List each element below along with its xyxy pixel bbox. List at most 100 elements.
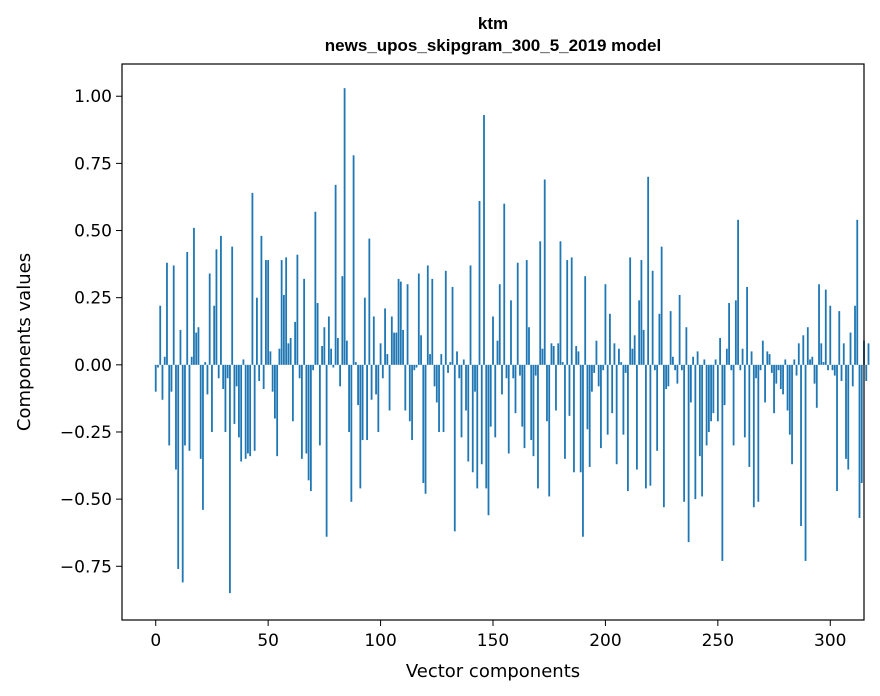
plot-frame — [121, 63, 865, 621]
bar — [399, 281, 402, 365]
bar — [519, 364, 521, 376]
bar — [649, 364, 652, 486]
bar — [631, 348, 634, 365]
bar — [516, 262, 519, 365]
bar — [712, 364, 715, 414]
bar — [386, 354, 389, 365]
bar — [593, 364, 596, 373]
bar — [294, 321, 297, 365]
bar — [474, 364, 476, 392]
bar — [627, 364, 629, 492]
bar — [548, 364, 551, 497]
bar — [687, 364, 690, 543]
bar — [658, 313, 661, 365]
bar — [671, 356, 674, 365]
bar — [784, 359, 787, 365]
bar — [719, 337, 721, 365]
bar — [546, 364, 548, 422]
bar — [305, 364, 308, 454]
bar — [845, 364, 847, 459]
bar — [685, 327, 688, 365]
bar — [265, 260, 267, 365]
bar — [748, 364, 751, 467]
bar — [550, 343, 553, 365]
bar — [431, 278, 434, 365]
bar — [579, 364, 582, 473]
bar — [469, 265, 472, 365]
bar — [238, 364, 240, 438]
x-tick-label: 0 — [150, 631, 161, 651]
bar — [233, 364, 236, 424]
bar — [797, 343, 800, 365]
bar — [525, 260, 528, 365]
bar — [842, 343, 845, 365]
bar — [505, 364, 508, 379]
bar — [647, 176, 650, 365]
bar — [312, 364, 315, 371]
bar — [564, 364, 566, 459]
bar — [476, 364, 479, 489]
bar — [440, 354, 443, 365]
bar — [413, 364, 416, 371]
bar — [357, 364, 359, 406]
bar — [613, 343, 616, 365]
bar — [215, 249, 218, 365]
y-axis-ticks: −0.75 −0.50 −0.25 0.00 0.25 0.50 0.75 1.00 — [60, 87, 122, 577]
bar — [602, 364, 605, 371]
bar — [231, 246, 234, 365]
bar — [291, 364, 294, 422]
bar — [537, 364, 539, 489]
bar — [278, 348, 281, 365]
bar — [710, 364, 712, 422]
bar — [568, 364, 571, 416]
bar — [692, 356, 695, 365]
bar — [640, 260, 643, 365]
bar — [847, 364, 850, 470]
bar — [800, 364, 802, 526]
y-tick-label: −0.25 — [60, 423, 112, 443]
bar — [422, 364, 425, 484]
bar — [406, 284, 409, 365]
bar — [341, 276, 344, 365]
bar — [429, 354, 431, 365]
bar — [732, 364, 735, 446]
bar — [597, 364, 600, 387]
bar — [402, 329, 404, 365]
bar — [375, 364, 377, 395]
bar — [860, 364, 863, 484]
y-tick-label: 0.25 — [74, 289, 112, 309]
x-tick-label: 300 — [814, 631, 846, 651]
bar — [181, 364, 184, 583]
bar — [636, 364, 638, 470]
bar — [251, 192, 254, 365]
bar — [303, 278, 306, 365]
bar — [242, 359, 245, 365]
bar — [532, 364, 535, 457]
bar — [750, 351, 753, 365]
bar — [314, 211, 317, 365]
bar — [555, 364, 557, 411]
bar — [260, 235, 263, 365]
bar — [453, 364, 456, 532]
bar — [541, 348, 544, 365]
bar — [739, 364, 742, 371]
bar — [395, 332, 398, 365]
bar — [379, 343, 382, 365]
bar — [397, 278, 400, 365]
bar — [638, 300, 641, 365]
bar — [662, 364, 665, 508]
bar — [539, 241, 542, 365]
bar — [465, 364, 467, 411]
bar — [343, 88, 346, 365]
bar — [822, 362, 825, 365]
y-tick-label: −0.75 — [60, 557, 112, 577]
bar — [528, 327, 530, 365]
bar — [350, 364, 353, 502]
bar — [318, 364, 321, 446]
bar — [217, 364, 220, 379]
bar — [618, 348, 620, 365]
bar — [840, 364, 843, 381]
bar — [791, 364, 793, 465]
bar — [483, 115, 485, 365]
bar — [433, 364, 436, 387]
